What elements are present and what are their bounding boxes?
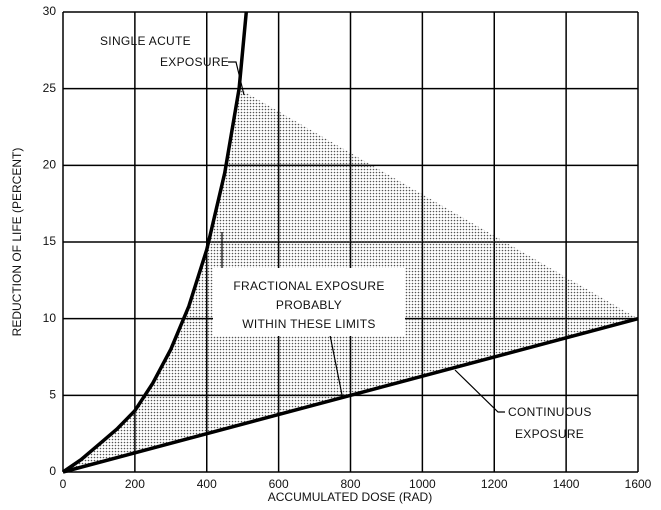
x-tick-label: 600 <box>269 477 289 491</box>
annotation: WITHIN THESE LIMITS <box>242 317 376 331</box>
x-tick-label: 1000 <box>409 477 436 491</box>
y-tick-label: 15 <box>43 234 57 248</box>
curve <box>62 11 249 474</box>
annotation-box <box>213 268 405 336</box>
annotation: EXPOSURE <box>160 55 229 69</box>
y-tick-label: 5 <box>49 388 56 402</box>
x-tick-label: 1600 <box>625 477 652 491</box>
y-axis-title: REDUCTION OF LIFE (PERCENT) <box>10 148 24 337</box>
y-tick-label: 0 <box>49 464 56 478</box>
annotation: CONTINUOUS <box>508 405 592 419</box>
annotation: FRACTIONAL EXPOSURE <box>233 279 384 293</box>
curve <box>62 316 639 474</box>
leader <box>329 334 343 396</box>
x-axis-title: ACCUMULATED DOSE (RAD) <box>268 490 432 504</box>
leader <box>454 369 505 413</box>
y-tick-label: 20 <box>43 158 57 172</box>
annotation: EXPOSURE <box>515 427 584 441</box>
x-tick-label: 800 <box>340 477 360 491</box>
labels: 0 200 400 600 800 1000 1200 1400 1600 0 5 10 15 20 25 3… <box>43 4 652 491</box>
x-tick-label: 1400 <box>553 477 580 491</box>
x-tick-label: 1200 <box>481 477 508 491</box>
y-tick-label: 25 <box>43 81 57 95</box>
y-tick-label: 30 <box>43 4 57 18</box>
annotation: SINGLE ACUTE <box>100 34 191 48</box>
leaders <box>221 61 505 413</box>
x-tick-label: 200 <box>125 477 145 491</box>
annotation: PROBABLY <box>276 298 342 312</box>
x-tick-label: 400 <box>197 477 217 491</box>
y-tick-label: 10 <box>43 311 57 325</box>
leader <box>228 61 245 96</box>
x-tick-label: 0 <box>60 477 67 491</box>
